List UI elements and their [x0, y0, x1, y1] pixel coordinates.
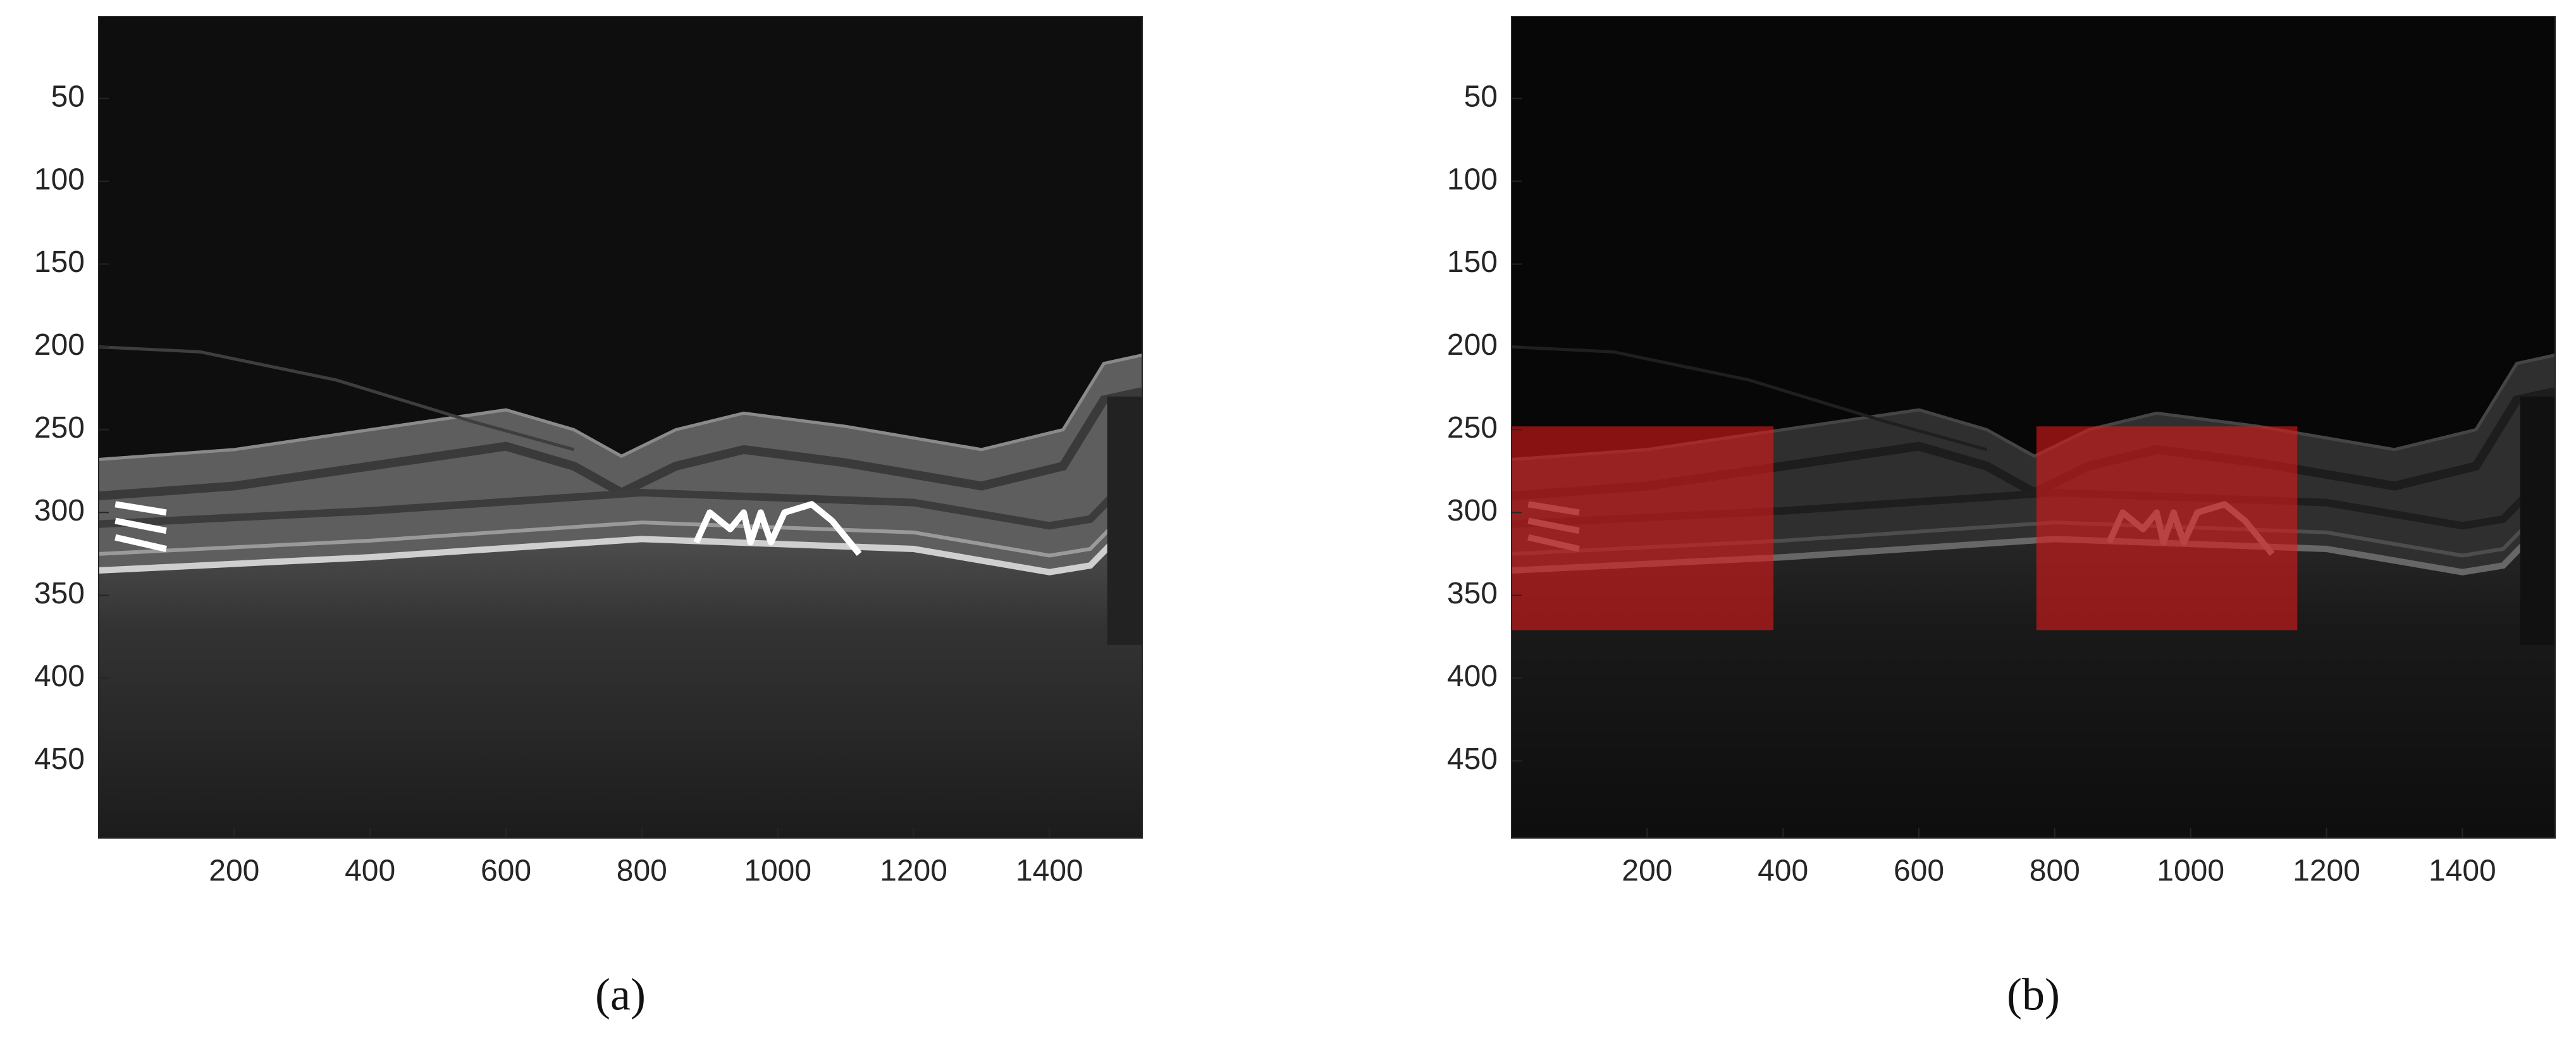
membrane — [99, 345, 575, 452]
choroid — [99, 512, 1142, 837]
x-tick-label: 600 — [481, 854, 531, 888]
y-tick-label: 150 — [1447, 245, 1498, 279]
x-tick-label: 1400 — [2429, 854, 2496, 888]
retina — [99, 355, 1142, 572]
x-tick-label: 1200 — [2293, 854, 2360, 888]
rpe-band — [99, 510, 1142, 576]
y-tick-label: 300 — [34, 494, 85, 527]
x-tick-label: 1000 — [2157, 854, 2224, 888]
y-tick-label: 50 — [51, 80, 85, 113]
rpe-band — [99, 495, 1142, 558]
scan — [99, 16, 1142, 838]
y-tick-label: 100 — [34, 163, 85, 196]
y-tick-label: 350 — [34, 577, 85, 610]
y-tick-label: 400 — [1447, 660, 1498, 693]
axes-frame — [98, 16, 1143, 839]
y-tick-label: 400 — [34, 660, 85, 693]
x-tick-label: 800 — [617, 854, 667, 888]
x-tick-label: 200 — [209, 854, 259, 888]
x-tick-label: 1400 — [1016, 854, 1083, 888]
caption: (b) — [2007, 970, 2060, 1020]
x-tick-label: 600 — [1894, 854, 1944, 888]
y-tick-label: 250 — [34, 411, 85, 445]
annotation-trace — [114, 517, 167, 534]
scan — [1512, 16, 2555, 838]
x-tick-label: 800 — [2030, 854, 2080, 888]
annotation-trace — [114, 501, 167, 516]
surface — [99, 354, 1142, 462]
retina-layer — [99, 463, 1142, 530]
y-tick-label: 200 — [1447, 328, 1498, 362]
annotation-trace — [114, 534, 167, 552]
y-tick-label: 450 — [34, 742, 85, 776]
y-tick-label: 350 — [1447, 577, 1498, 610]
y-tick-label: 450 — [1447, 742, 1498, 776]
annotation-trace — [693, 501, 862, 557]
region — [1512, 426, 1774, 631]
y-tick-label: 300 — [1447, 494, 1498, 527]
x-tick-label: 1200 — [880, 854, 947, 888]
x-tick-label: 1000 — [744, 854, 811, 888]
region — [2036, 426, 2298, 631]
y-tick-label: 50 — [1464, 80, 1498, 113]
x-tick-label: 400 — [1758, 854, 1808, 888]
retina-layer — [99, 387, 1142, 501]
x-tick-label: 400 — [345, 854, 395, 888]
optic-shadow — [1107, 397, 1142, 645]
y-tick-label: 150 — [34, 245, 85, 279]
y-tick-label: 100 — [1447, 163, 1498, 196]
x-tick-label: 200 — [1622, 854, 1672, 888]
y-tick-label: 250 — [1447, 411, 1498, 445]
axes-frame — [1511, 16, 2556, 839]
y-tick-label: 200 — [34, 328, 85, 362]
caption: (a) — [595, 970, 646, 1020]
